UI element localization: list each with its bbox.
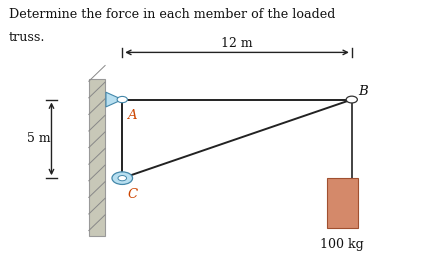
Text: B: B	[358, 85, 368, 98]
Circle shape	[346, 96, 357, 103]
Text: C: C	[127, 188, 138, 201]
Bar	[89, 79, 105, 236]
Bar	[327, 178, 358, 228]
Text: 5 m: 5 m	[27, 132, 51, 145]
Circle shape	[118, 176, 127, 181]
Text: A: A	[127, 109, 137, 122]
Circle shape	[117, 96, 127, 103]
Text: 12 m: 12 m	[221, 37, 253, 50]
Polygon shape	[106, 92, 122, 107]
Circle shape	[112, 172, 133, 184]
Text: truss.: truss.	[9, 31, 45, 45]
Text: Determine the force in each member of the loaded: Determine the force in each member of th…	[9, 8, 335, 21]
Text: 100 kg: 100 kg	[320, 238, 364, 252]
